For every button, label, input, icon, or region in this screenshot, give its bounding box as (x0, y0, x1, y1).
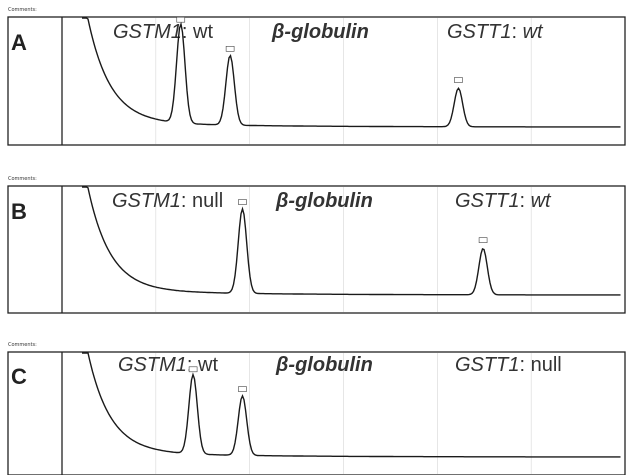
gene-name: GSTM1 (112, 190, 181, 212)
genotype: wt (531, 190, 552, 212)
panel-b-label-gstt1: GSTT1: wt (455, 190, 552, 212)
panel-c-trace (82, 352, 621, 458)
panel-b-frame (7, 185, 626, 314)
genotype: null (531, 354, 562, 376)
genotype: wt (192, 21, 213, 43)
gene-name: GSTM1 (118, 354, 187, 376)
panel-a-label-gstm1: GSTM1: wt (113, 21, 213, 43)
peak-tag (454, 77, 463, 83)
peak-tag (238, 199, 247, 205)
peak-tag (225, 46, 235, 52)
panel-a: Comments: A GSTM1: wt β-globulin GSTT1: … (7, 7, 626, 146)
panel-c-letter: C (11, 364, 27, 389)
panel-a-frame (7, 16, 626, 146)
panel-b-peak-tags (238, 199, 488, 243)
panel-b-letter: B (11, 199, 27, 224)
panel-c-label-beta-globulin: β-globulin (275, 354, 373, 376)
gene-name: GSTM1 (113, 21, 182, 43)
genotype: wt (523, 21, 544, 43)
gene-name: GSTT1 (455, 354, 519, 376)
panel-b-grid (155, 187, 532, 312)
genotype: null (192, 190, 223, 212)
panel-c-frame (7, 351, 626, 475)
panel-c-label-gstt1: GSTT1: null (455, 354, 562, 376)
panel-b-label-beta-globulin: β-globulin (275, 190, 373, 212)
panel-a-label-beta-globulin: β-globulin (271, 21, 369, 43)
gene-name: GSTT1 (447, 21, 511, 43)
genotype: wt (197, 354, 218, 376)
panel-c-grid (155, 353, 532, 474)
panel-a-peak-tags (176, 16, 463, 83)
panel-c: Comments: C GSTM1: wt β-globulin GSTT1: … (7, 342, 626, 475)
panel-b-trace (82, 186, 621, 296)
panel-a-letter: A (11, 30, 27, 55)
peak-tag (478, 237, 488, 243)
panel-c-header: Comments: (8, 342, 37, 348)
panel-a-header: Comments: (8, 7, 37, 13)
peak-tag (176, 16, 186, 23)
gene-name: GSTT1 (455, 190, 519, 212)
panel-c-peak-tags (188, 366, 247, 392)
peak-tag (238, 386, 247, 392)
panel-c-label-gstm1: GSTM1: wt (118, 354, 218, 376)
panel-b-label-gstm1: GSTM1: null (112, 190, 223, 212)
panel-a-grid (155, 18, 532, 144)
peak-tag (188, 366, 198, 373)
panel-b: Comments: B GSTM1: null β-globulin GSTT1… (7, 176, 626, 314)
panel-b-header: Comments: (8, 176, 37, 182)
panel-a-trace (82, 17, 621, 128)
panel-a-label-gstt1: GSTT1: wt (447, 21, 544, 43)
